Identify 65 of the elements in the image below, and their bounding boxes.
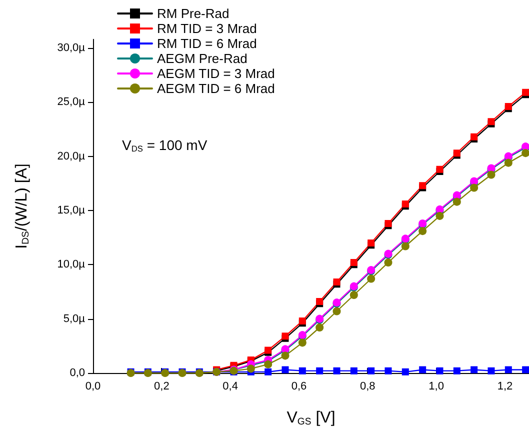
point	[436, 166, 444, 173]
legend-label: RM Pre-Rad	[157, 6, 230, 21]
point	[419, 366, 426, 374]
point	[487, 170, 496, 179]
point	[470, 184, 478, 192]
point	[453, 367, 460, 374]
x-tick-label: 0,8	[360, 380, 376, 392]
point	[418, 227, 427, 236]
point	[246, 364, 255, 373]
point	[368, 367, 375, 374]
point	[522, 88, 529, 96]
y-tick-label: 10,0µ	[57, 258, 86, 271]
legend-label: AEGM Pre-Rad	[157, 51, 248, 66]
point	[333, 367, 340, 374]
y-tick-label: 25,0µ	[57, 96, 86, 108]
point	[367, 274, 376, 283]
y-tick-label: 30,0µ	[57, 42, 86, 54]
point	[436, 367, 444, 374]
point	[298, 367, 306, 374]
y-tick-label: 0,0	[70, 367, 85, 379]
point	[332, 307, 341, 316]
y-axis-title: IDS/(W/L) [A]	[14, 164, 32, 249]
x-tick-label: 0,6	[291, 380, 307, 392]
legend-label: RM TID = 3 Mrad	[157, 21, 257, 36]
y-tick-label: 20,0µ	[57, 150, 86, 162]
legend-label: AEGM TID = 3 Mrad	[157, 66, 275, 81]
x-tick-label: 1,0	[428, 380, 444, 392]
point	[316, 298, 324, 305]
point	[402, 200, 409, 208]
point	[282, 366, 289, 374]
point	[350, 367, 358, 374]
point	[384, 258, 392, 266]
x-tick-label: 1,2	[497, 380, 513, 392]
point	[522, 149, 529, 158]
point	[350, 259, 358, 266]
x-tick-label: 0,0	[85, 380, 101, 392]
point	[452, 198, 461, 206]
y-tick-label: 5,0µ	[63, 312, 86, 325]
point	[488, 367, 495, 374]
legend-label: RM TID = 6 Mrad	[157, 36, 257, 51]
point	[281, 352, 290, 360]
y-tick-label: 15,0µ	[57, 204, 86, 216]
point	[401, 242, 410, 250]
point	[298, 338, 306, 347]
point	[384, 220, 392, 227]
point	[504, 158, 512, 167]
point	[436, 212, 444, 220]
point	[504, 103, 512, 110]
point	[470, 133, 478, 140]
point	[316, 367, 324, 374]
point	[264, 360, 272, 368]
point	[402, 368, 409, 376]
point	[470, 366, 478, 374]
point	[316, 324, 324, 332]
point	[264, 368, 272, 376]
point	[384, 367, 392, 374]
point	[333, 278, 340, 286]
legend-label: AEGM TID = 6 Mrad	[157, 81, 275, 96]
point	[298, 318, 306, 324]
point	[522, 366, 529, 374]
x-tick-label: 0,4	[222, 380, 238, 392]
point	[350, 291, 358, 299]
point	[368, 240, 375, 246]
x-tick-label: 0,2	[154, 380, 170, 392]
point	[504, 366, 512, 374]
